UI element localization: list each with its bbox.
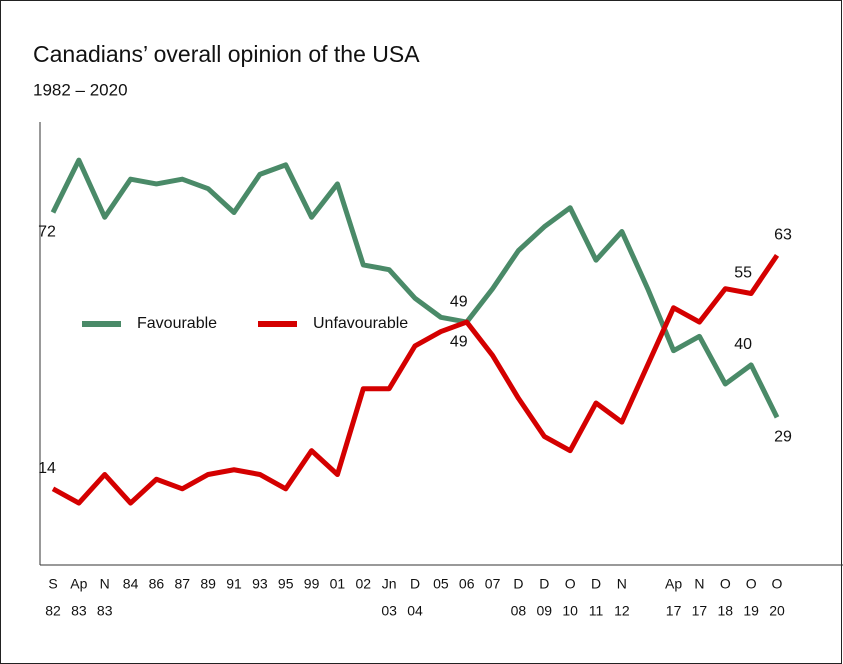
x-tick-label: 99	[304, 576, 320, 592]
data-label: 49	[450, 293, 468, 310]
x-tick-label: S	[48, 576, 57, 592]
x-tick-label: D	[591, 576, 601, 592]
x-tick-label: 86	[149, 576, 165, 592]
x-tick-label: D	[410, 576, 420, 592]
x-tick-label: 02	[355, 576, 371, 592]
x-tick-label: 83	[71, 603, 87, 619]
chart-title: Canadians’ overall opinion of the USA	[33, 41, 420, 67]
data-label: 29	[774, 429, 792, 446]
x-tick-label: 84	[123, 576, 139, 592]
series-line	[51, 253, 780, 506]
x-tick-label: D	[513, 576, 523, 592]
x-tick-label: 91	[226, 576, 242, 592]
x-tick-label: O	[720, 576, 731, 592]
x-tick-label: N	[694, 576, 704, 592]
x-tick-label: 04	[407, 603, 423, 619]
data-label: 49	[450, 333, 468, 350]
x-tick-label: 09	[536, 603, 552, 619]
x-tick-label: 05	[433, 576, 449, 592]
x-tick-label: 95	[278, 576, 294, 592]
x-tick-label: 19	[743, 603, 759, 619]
data-label: 63	[774, 227, 792, 244]
x-tick-label: Jn	[382, 576, 397, 592]
series-line	[50, 157, 780, 419]
data-label: 40	[734, 336, 752, 353]
x-tick-label: O	[772, 576, 783, 592]
legend-label: Unfavourable	[313, 315, 408, 332]
x-tick-label: 17	[692, 603, 708, 619]
x-tick-label: 83	[97, 603, 113, 619]
legend-label: Favourable	[137, 315, 217, 332]
x-tick-label: 11	[589, 603, 604, 619]
x-tick-label: D	[539, 576, 549, 592]
data-label: 72	[38, 224, 56, 241]
x-tick-label: 87	[174, 576, 190, 592]
x-tick-label: 89	[200, 576, 216, 592]
x-tick-label: 10	[562, 603, 578, 619]
x-tick-label: 07	[485, 576, 501, 592]
x-tick-label: N	[100, 576, 110, 592]
x-tick-label: 08	[511, 603, 527, 619]
x-tick-label: 01	[330, 576, 346, 592]
x-tick-label: 12	[614, 603, 630, 619]
data-label: 14	[38, 460, 56, 477]
x-tick-label: O	[565, 576, 576, 592]
chart-subtitle: 1982 – 2020	[33, 80, 128, 99]
x-tick-label: 03	[381, 603, 397, 619]
data-label: 55	[734, 265, 752, 282]
x-tick-label: 06	[459, 576, 475, 592]
x-tick-label: Ap	[70, 576, 87, 592]
x-tick-label: 17	[666, 603, 682, 619]
x-tick-label: 82	[45, 603, 61, 619]
x-tick-label: Ap	[665, 576, 682, 592]
x-tick-label: N	[617, 576, 627, 592]
x-tick-label: 93	[252, 576, 268, 592]
x-tick-label: 18	[717, 603, 733, 619]
x-tick-label: O	[746, 576, 757, 592]
x-tick-label: 20	[769, 603, 785, 619]
